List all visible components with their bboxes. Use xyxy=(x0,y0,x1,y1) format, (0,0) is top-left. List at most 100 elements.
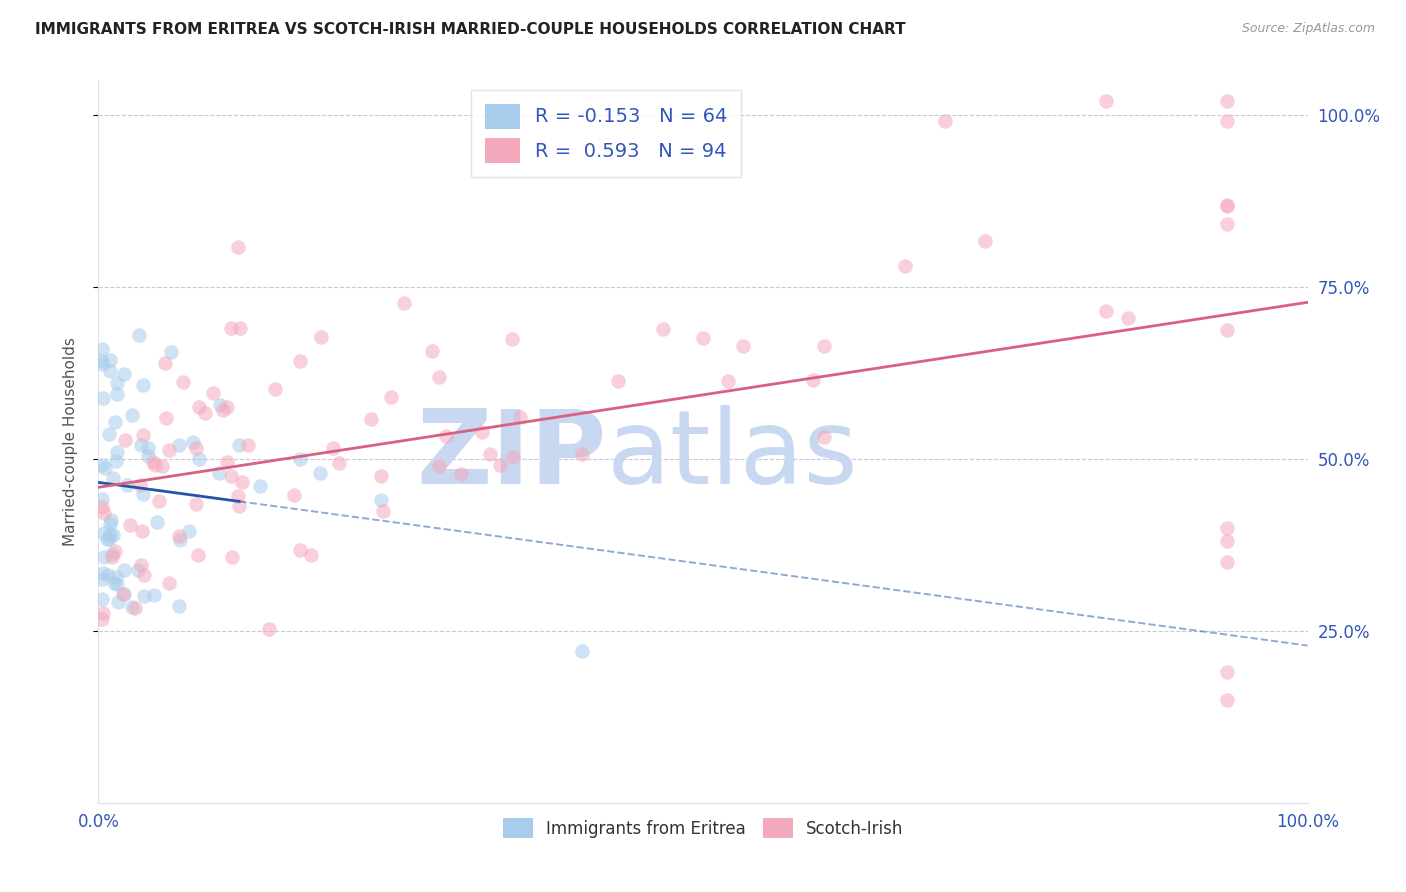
Point xyxy=(155,410,177,425)
Point xyxy=(131,524,153,539)
Point xyxy=(91,354,114,368)
Point xyxy=(1216,94,1239,108)
Point xyxy=(370,493,392,508)
Point xyxy=(186,441,208,455)
Point xyxy=(420,344,443,359)
Point xyxy=(893,260,915,274)
Point xyxy=(188,401,211,415)
Point xyxy=(101,548,124,562)
Point xyxy=(91,572,114,586)
Point xyxy=(1216,323,1239,337)
Point xyxy=(328,456,350,470)
Point xyxy=(138,441,160,455)
Point xyxy=(112,587,135,601)
Point xyxy=(370,469,392,483)
Point xyxy=(264,382,287,396)
Point xyxy=(98,517,121,532)
Point xyxy=(112,367,135,381)
Point xyxy=(187,548,209,562)
Point xyxy=(105,577,128,591)
Point xyxy=(215,455,238,469)
Point xyxy=(114,433,136,447)
Point xyxy=(91,391,114,405)
Point xyxy=(571,644,593,658)
Point xyxy=(803,373,825,387)
Point xyxy=(132,378,155,392)
Point xyxy=(129,478,152,492)
Point xyxy=(392,296,415,310)
Point xyxy=(101,528,124,542)
Point xyxy=(115,478,138,492)
Point xyxy=(124,600,146,615)
Point xyxy=(209,398,232,412)
Point xyxy=(322,441,344,455)
Point xyxy=(167,438,190,452)
Point xyxy=(427,370,450,384)
Point xyxy=(427,458,450,473)
Point xyxy=(434,429,457,443)
Point xyxy=(1216,197,1239,211)
Point xyxy=(236,438,259,452)
Point xyxy=(309,329,332,343)
Point xyxy=(1216,555,1239,569)
Point xyxy=(93,506,115,520)
Point xyxy=(136,449,159,463)
Point xyxy=(471,425,494,439)
Point xyxy=(96,533,118,547)
Point xyxy=(91,458,114,473)
Point xyxy=(202,385,225,400)
Legend: Immigrants from Eritrea, Scotch-Irish: Immigrants from Eritrea, Scotch-Irish xyxy=(496,812,910,845)
Point xyxy=(380,390,402,404)
Point xyxy=(93,549,115,564)
Point xyxy=(221,320,243,334)
Point xyxy=(501,332,523,346)
Point xyxy=(813,339,835,353)
Point xyxy=(101,470,124,484)
Point xyxy=(142,455,165,469)
Point xyxy=(172,376,194,390)
Point xyxy=(148,493,170,508)
Text: atlas: atlas xyxy=(606,406,858,507)
Point xyxy=(651,322,673,336)
Text: Source: ZipAtlas.com: Source: ZipAtlas.com xyxy=(1241,22,1375,36)
Point xyxy=(733,339,755,353)
Point xyxy=(93,606,115,620)
Point xyxy=(150,458,173,473)
Point xyxy=(101,550,124,565)
Point xyxy=(299,548,322,562)
Point xyxy=(105,454,128,468)
Point xyxy=(1216,520,1239,534)
Point xyxy=(283,488,305,502)
Point xyxy=(309,466,332,480)
Point xyxy=(98,427,121,442)
Point xyxy=(105,376,128,390)
Point xyxy=(228,438,250,452)
Point xyxy=(105,569,128,583)
Point xyxy=(93,461,115,475)
Point xyxy=(231,475,253,489)
Point xyxy=(1095,94,1118,108)
Text: ZIP: ZIP xyxy=(416,406,606,507)
Point xyxy=(606,374,628,388)
Point xyxy=(478,447,501,461)
Point xyxy=(288,543,311,558)
Point xyxy=(167,599,190,614)
Point xyxy=(813,430,835,444)
Point xyxy=(502,450,524,464)
Point xyxy=(221,550,243,565)
Point xyxy=(1216,665,1239,679)
Point xyxy=(219,469,242,483)
Point xyxy=(107,445,129,459)
Point xyxy=(571,447,593,461)
Point xyxy=(208,466,231,480)
Text: IMMIGRANTS FROM ERITREA VS SCOTCH-IRISH MARRIED-COUPLE HOUSEHOLDS CORRELATION CH: IMMIGRANTS FROM ERITREA VS SCOTCH-IRISH … xyxy=(35,22,905,37)
Point xyxy=(226,489,249,503)
Point xyxy=(132,590,155,604)
Point xyxy=(257,622,280,636)
Point xyxy=(98,364,121,378)
Point xyxy=(360,411,382,425)
Point xyxy=(91,591,114,606)
Point xyxy=(132,487,155,501)
Point xyxy=(974,235,997,249)
Point xyxy=(1095,304,1118,318)
